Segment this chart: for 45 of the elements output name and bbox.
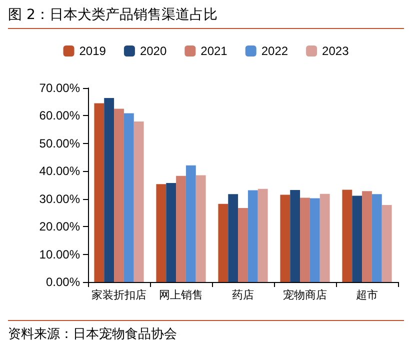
bar — [310, 198, 320, 282]
legend-label: 2022 — [261, 44, 288, 58]
bar — [342, 190, 352, 282]
bar — [186, 165, 196, 282]
bar — [156, 184, 166, 282]
legend-label: 2023 — [322, 44, 350, 58]
bar — [218, 204, 228, 282]
y-tick-label: 10.00% — [39, 247, 80, 262]
y-tick-label: 30.00% — [39, 192, 80, 206]
bar — [372, 194, 382, 282]
bar — [280, 194, 290, 282]
y-tick-label: 20.00% — [39, 220, 80, 234]
bar — [258, 188, 268, 282]
bar — [176, 176, 186, 282]
bar — [134, 122, 144, 282]
x-tick-label: 网上销售 — [159, 288, 203, 302]
bar — [300, 198, 310, 282]
bar — [238, 208, 248, 282]
bar — [124, 113, 134, 282]
bar — [196, 175, 206, 282]
legend-label: 2020 — [140, 44, 167, 58]
bar — [114, 108, 124, 282]
y-tick-label: 0.00% — [46, 275, 80, 289]
bar — [104, 98, 114, 282]
y-tick-label: 60.00% — [39, 108, 80, 123]
x-tick-label: 家装折扣店 — [92, 288, 146, 302]
bar — [94, 103, 104, 282]
bar — [320, 194, 330, 282]
chart-title: 图 2：日本犬类产品销售渠道占比 — [8, 6, 404, 29]
y-tick-label: 70.00% — [39, 81, 80, 95]
bar — [382, 204, 392, 282]
y-tick-label: 40.00% — [39, 164, 80, 178]
legend-label: 2021 — [200, 44, 228, 58]
text: 资料来源：日本宠物食品协会 — [8, 320, 404, 343]
bar — [248, 190, 258, 282]
bar — [290, 190, 300, 282]
y-tick-label: 50.00% — [39, 136, 80, 150]
legend-label: 2019 — [79, 44, 106, 58]
bar — [228, 194, 238, 282]
bar — [352, 196, 362, 282]
bar — [166, 183, 176, 282]
x-tick-label: 超市 — [356, 288, 378, 302]
bar — [362, 191, 372, 282]
x-tick-label: 药店 — [232, 288, 254, 302]
x-tick-label: 宠物商店 — [283, 288, 327, 302]
